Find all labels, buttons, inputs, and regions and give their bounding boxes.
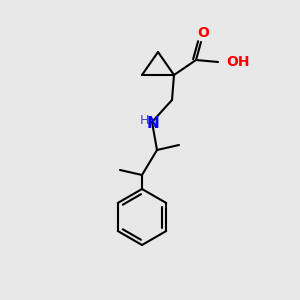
Text: H: H bbox=[139, 113, 149, 127]
Text: OH: OH bbox=[226, 55, 250, 69]
Text: O: O bbox=[197, 26, 209, 40]
Text: N: N bbox=[147, 116, 159, 131]
